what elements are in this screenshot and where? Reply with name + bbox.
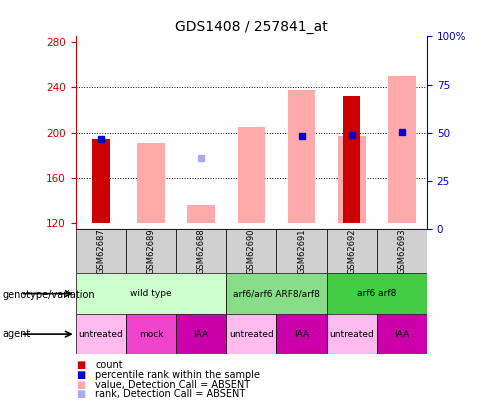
Bar: [326, 273, 427, 314]
Bar: [326, 314, 377, 354]
Text: mock: mock: [139, 330, 163, 339]
Text: value, Detection Call = ABSENT: value, Detection Call = ABSENT: [95, 380, 250, 390]
Text: IAA: IAA: [294, 330, 309, 339]
Text: genotype/variation: genotype/variation: [2, 290, 95, 300]
Bar: [326, 229, 377, 273]
Text: IAA: IAA: [394, 330, 409, 339]
Text: arf6 arf8: arf6 arf8: [357, 289, 396, 298]
Bar: [176, 229, 226, 273]
Text: GSM62692: GSM62692: [347, 228, 356, 274]
Text: agent: agent: [2, 329, 31, 339]
Bar: [226, 273, 326, 314]
Text: rank, Detection Call = ABSENT: rank, Detection Call = ABSENT: [95, 390, 245, 399]
Bar: [76, 314, 126, 354]
Bar: [137, 143, 165, 223]
Text: untreated: untreated: [79, 330, 123, 339]
Bar: [343, 96, 361, 223]
Text: GSM62687: GSM62687: [96, 228, 105, 274]
Text: wild type: wild type: [130, 289, 172, 298]
Bar: [176, 314, 226, 354]
Bar: [126, 229, 176, 273]
Bar: [276, 229, 326, 273]
Text: ■: ■: [76, 380, 85, 390]
Text: GSM62691: GSM62691: [297, 228, 306, 274]
Bar: [388, 76, 416, 223]
Text: untreated: untreated: [229, 330, 274, 339]
Text: IAA: IAA: [194, 330, 209, 339]
Bar: [377, 314, 427, 354]
Text: GSM62688: GSM62688: [197, 228, 205, 274]
Bar: [288, 90, 315, 223]
Bar: [226, 229, 276, 273]
Bar: [187, 205, 215, 223]
Title: GDS1408 / 257841_at: GDS1408 / 257841_at: [175, 20, 328, 34]
Bar: [126, 314, 176, 354]
Bar: [238, 127, 265, 223]
Bar: [226, 314, 276, 354]
Bar: [92, 139, 109, 223]
Bar: [338, 136, 366, 223]
Text: ■: ■: [76, 390, 85, 399]
Bar: [76, 273, 226, 314]
Text: count: count: [95, 360, 123, 370]
Text: ■: ■: [76, 370, 85, 380]
Bar: [377, 229, 427, 273]
Text: arf6/arf6 ARF8/arf8: arf6/arf6 ARF8/arf8: [233, 289, 320, 298]
Text: untreated: untreated: [329, 330, 374, 339]
Text: GSM62690: GSM62690: [247, 228, 256, 274]
Text: GSM62689: GSM62689: [146, 228, 156, 274]
Text: ■: ■: [76, 360, 85, 370]
Bar: [76, 229, 126, 273]
Text: percentile rank within the sample: percentile rank within the sample: [95, 370, 260, 380]
Text: GSM62693: GSM62693: [397, 228, 407, 274]
Bar: [276, 314, 326, 354]
